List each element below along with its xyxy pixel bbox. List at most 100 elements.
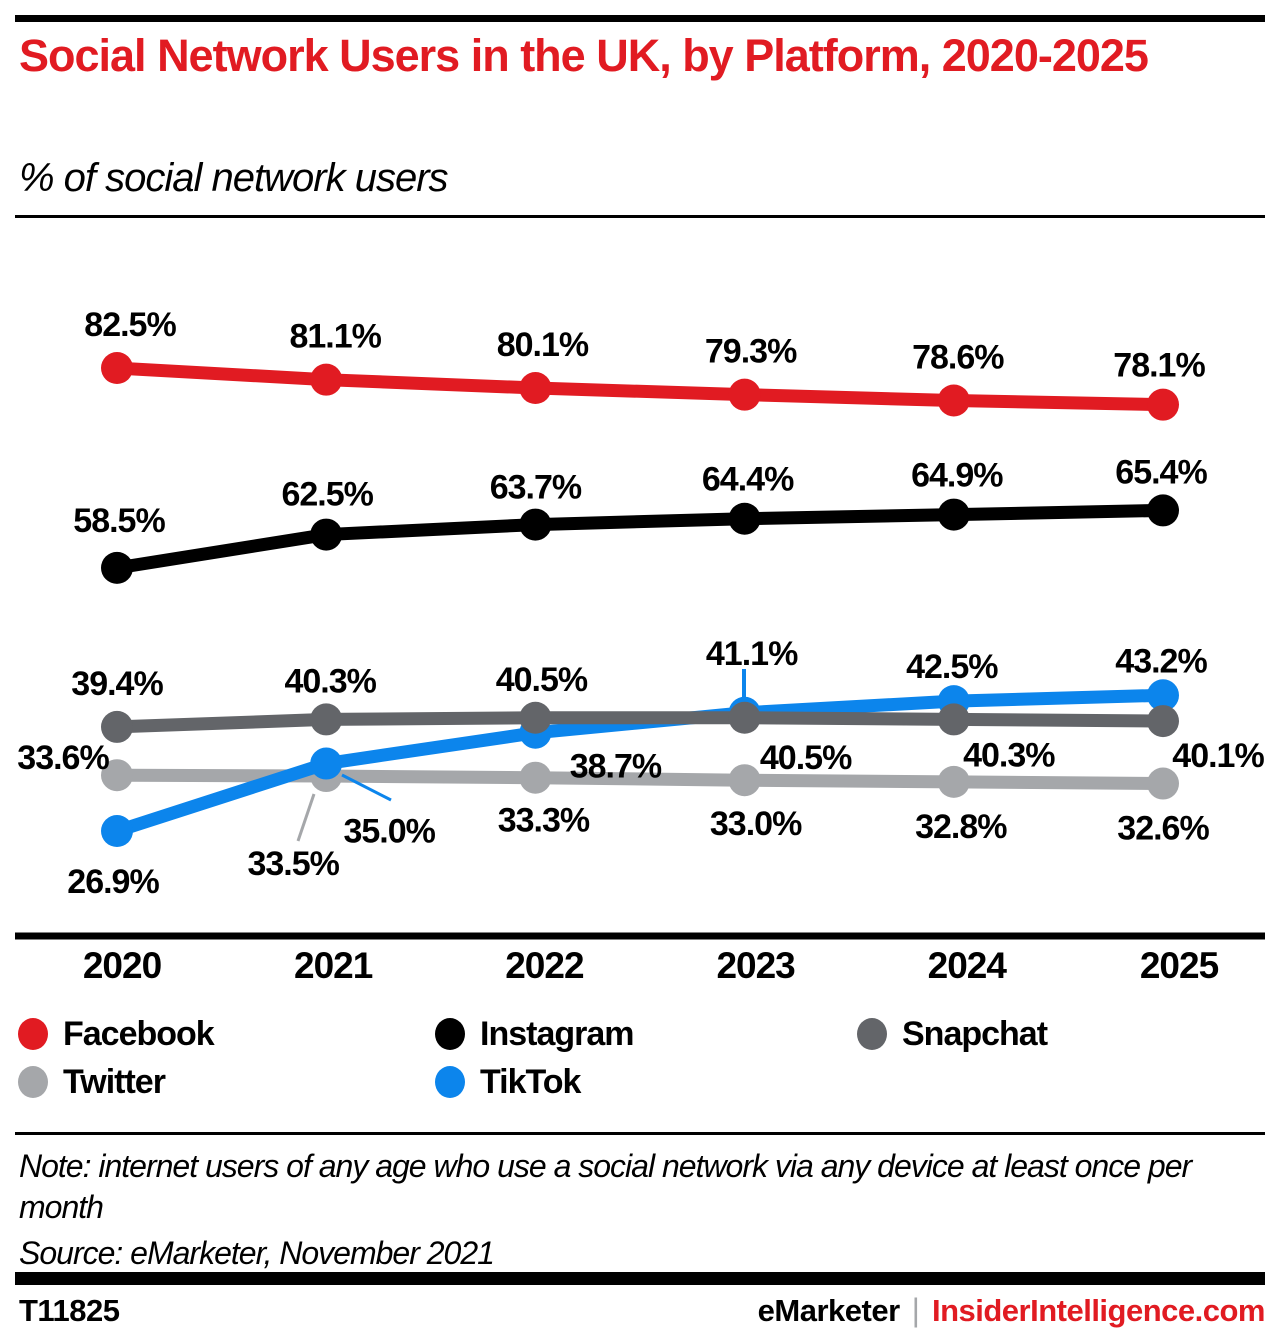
data-label: 81.1% <box>289 318 381 356</box>
series-facebook <box>101 352 1179 421</box>
data-point <box>101 815 133 848</box>
note-divider-line <box>15 1132 1265 1135</box>
brand-site-link[interactable]: InsiderIntelligence.com <box>931 1293 1266 1328</box>
legend-item-facebook: Facebook <box>18 1014 215 1053</box>
callout-line <box>341 773 392 802</box>
legend-item-instagram: Instagram <box>435 1014 634 1053</box>
note-block: Note: internet users of any age who use … <box>19 1146 1269 1274</box>
data-point <box>728 764 761 797</box>
x-tick-label: 2020 <box>83 945 162 986</box>
data-label: 35.0% <box>343 813 435 851</box>
x-tick-label: 2023 <box>716 945 795 986</box>
series-line <box>116 361 1164 412</box>
data-point <box>519 701 552 734</box>
data-point <box>519 761 552 794</box>
data-label: 80.1% <box>497 326 589 364</box>
data-point <box>1147 705 1179 738</box>
data-point <box>1147 388 1179 421</box>
legend-dot-icon <box>18 1066 48 1098</box>
data-label: 40.3% <box>963 736 1055 774</box>
data-label: 40.1% <box>1172 737 1264 775</box>
data-label: 63.7% <box>490 469 582 507</box>
chart-id: T11825 <box>19 1293 120 1328</box>
brand-emarketer: eMarketer <box>757 1293 900 1328</box>
data-point <box>310 363 343 396</box>
data-label: 33.5% <box>247 845 339 883</box>
data-point <box>310 518 343 551</box>
data-label: 33.0% <box>710 805 802 843</box>
data-point <box>1147 679 1179 712</box>
data-label: 40.5% <box>496 661 588 699</box>
legend-label: TikTok <box>480 1062 581 1101</box>
footer-divider: | <box>911 1292 920 1328</box>
data-point <box>728 701 761 734</box>
data-point <box>728 502 761 535</box>
legend-dot-icon <box>18 1018 48 1050</box>
chart-area: 2020 2021 2022 2023 2024 2025 82.5% 81.1% 80.1% 7… <box>0 225 1280 1000</box>
data-point <box>1147 767 1179 800</box>
top-accent-bar <box>15 15 1265 22</box>
data-label: 78.6% <box>912 338 1004 376</box>
data-label: 65.4% <box>1115 453 1207 491</box>
series-line <box>116 711 1164 734</box>
data-point <box>937 703 970 736</box>
data-label: 62.5% <box>281 476 373 514</box>
legend-label: Snapchat <box>902 1014 1048 1053</box>
chart-title: Social Network Users in the UK, by Platf… <box>19 30 1149 81</box>
data-label: 78.1% <box>1113 347 1205 385</box>
data-label: 79.3% <box>705 333 797 371</box>
legend-item-snapchat: Snapchat <box>857 1014 1048 1053</box>
data-point <box>519 372 552 405</box>
data-label: 38.7% <box>570 748 662 786</box>
data-point <box>101 759 133 792</box>
data-point <box>101 710 133 743</box>
data-label: 58.5% <box>73 502 165 540</box>
legend-dot-icon <box>857 1018 887 1050</box>
series-instagram <box>101 494 1179 584</box>
data-label: 41.1% <box>706 635 798 673</box>
data-label: 33.3% <box>498 802 590 840</box>
data-label: 33.6% <box>17 739 109 777</box>
header-divider-line <box>15 215 1265 218</box>
legend: Facebook Instagram Snapchat Twitter TikTok <box>0 1005 1280 1120</box>
legend-dot-icon <box>435 1066 465 1098</box>
data-label: 26.9% <box>67 863 159 901</box>
x-tick-label: 2025 <box>1140 945 1219 986</box>
footer-brand-group: eMarketer | InsiderIntelligence.com <box>757 1292 1266 1329</box>
data-label: 43.2% <box>1115 642 1207 680</box>
data-label: 32.8% <box>915 808 1007 846</box>
x-tick-label: 2021 <box>294 945 373 986</box>
note-text: Note: internet users of any age who use … <box>19 1148 1192 1225</box>
data-point <box>101 551 133 584</box>
data-point <box>937 498 970 531</box>
data-point <box>519 508 552 541</box>
legend-label: Instagram <box>480 1014 634 1053</box>
data-label: 64.9% <box>911 457 1003 495</box>
x-tick-label: 2024 <box>928 945 1008 986</box>
chart-subtitle: % of social network users <box>19 156 449 200</box>
bottom-accent-bar <box>15 1272 1265 1285</box>
legend-label: Facebook <box>63 1014 215 1053</box>
data-point <box>310 747 343 780</box>
x-tick-label: 2022 <box>505 945 584 986</box>
legend-item-tiktok: TikTok <box>435 1062 581 1101</box>
line-chart: 2020 2021 2022 2023 2024 2025 82.5% 81.1% 80.1% 7… <box>15 306 1265 986</box>
series-line <box>115 503 1164 575</box>
data-label: 32.6% <box>1117 810 1209 848</box>
data-point <box>937 765 970 798</box>
data-point <box>310 703 343 736</box>
data-point <box>1147 494 1179 527</box>
source-text: Source: eMarketer, November 2021 <box>19 1235 495 1271</box>
data-label: 40.5% <box>760 739 852 777</box>
callout-line <box>296 793 316 842</box>
legend-dot-icon <box>435 1018 465 1050</box>
data-point <box>101 352 133 385</box>
data-label: 42.5% <box>906 648 998 686</box>
legend-label: Twitter <box>63 1062 166 1101</box>
data-label: 39.4% <box>71 665 163 703</box>
data-point <box>937 384 970 417</box>
data-label: 40.3% <box>284 662 376 700</box>
footer: T11825 eMarketer | InsiderIntelligence.com <box>15 1292 1266 1329</box>
data-point <box>728 378 761 411</box>
series-snapchat <box>101 701 1179 743</box>
